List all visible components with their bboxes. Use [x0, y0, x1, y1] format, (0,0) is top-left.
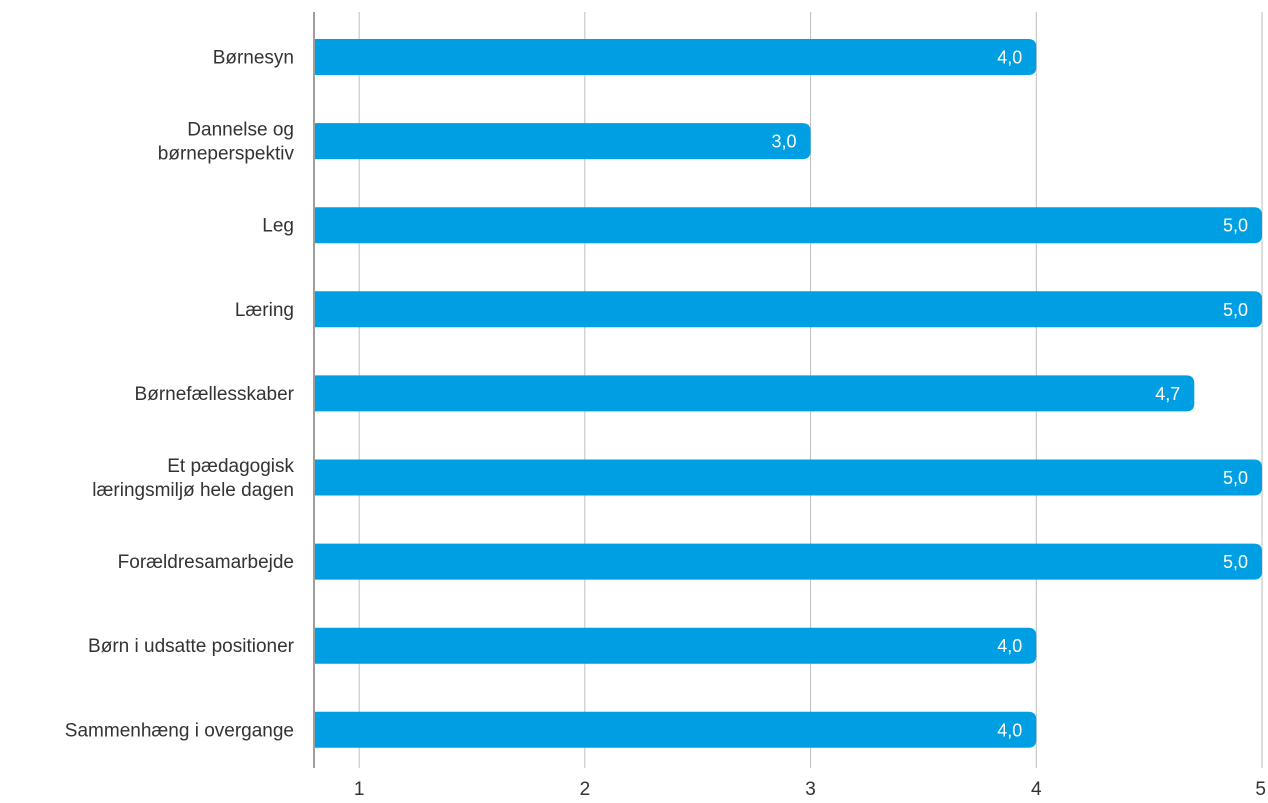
bar-4: [314, 291, 1262, 328]
x-tick-label-1: 1: [354, 779, 365, 800]
category-label-1: Børnesyn: [213, 48, 294, 69]
data-label-2: 3,0: [772, 132, 797, 152]
tick-labels: 1 2 3 4 5: [354, 779, 1266, 800]
data-label-5: 4,7: [1155, 384, 1180, 404]
data-label-7: 5,0: [1223, 552, 1248, 572]
data-label-1: 4,0: [997, 48, 1022, 68]
x-tick-label-3: 3: [805, 779, 816, 800]
bar-1: [314, 39, 1037, 75]
x-tick-label-2: 2: [580, 779, 591, 800]
category-label-4: Læring: [235, 300, 294, 321]
category-label-8: Børn i udsatte positioner: [88, 636, 295, 657]
category-label-3: Leg: [262, 216, 294, 237]
x-tick-label-4: 4: [1031, 779, 1042, 800]
category-label-5: Børnefællesskaber: [135, 384, 295, 405]
category-label-6: Et pædagogisk læringsmiljø hele dagen: [92, 456, 294, 501]
category-label-2: Dannelse og børneperspektiv: [158, 120, 295, 165]
data-label-9: 4,0: [997, 720, 1022, 740]
category-label-9: Sammenhæng i overgange: [65, 720, 294, 741]
category-labels: Børnesyn Dannelse og børneperspektiv Leg Lær…: [65, 48, 295, 742]
bar-6: [314, 459, 1262, 496]
data-label-3: 5,0: [1223, 216, 1248, 236]
x-tick-label-5: 5: [1255, 779, 1266, 800]
bar-9: [314, 711, 1037, 748]
bar-2: [314, 123, 811, 160]
bar-8: [314, 627, 1037, 664]
bar-3: [314, 207, 1262, 244]
data-label-8: 4,0: [997, 636, 1022, 656]
bar-5: [314, 375, 1195, 412]
bars: 4,0 3,0 5,0 5,0 4,7 5,0 5,0 4,0 4,0: [314, 39, 1262, 748]
bar-7: [314, 543, 1262, 580]
data-label-4: 5,0: [1223, 300, 1248, 320]
data-label-6: 5,0: [1223, 468, 1248, 488]
category-label-7: Forældresamarbejde: [118, 552, 294, 573]
